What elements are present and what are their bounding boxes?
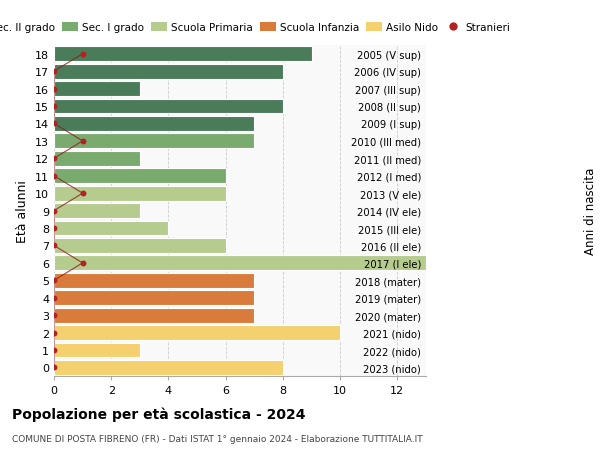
Bar	[54, 82, 140, 97]
Y-axis label: Età alunni: Età alunni	[16, 180, 29, 242]
Bar	[54, 204, 140, 218]
Point	[49, 86, 59, 93]
Point	[49, 121, 59, 128]
Text: COMUNE DI POSTA FIBRENO (FR) - Dati ISTAT 1° gennaio 2024 - Elaborazione TUTTITA: COMUNE DI POSTA FIBRENO (FR) - Dati ISTA…	[12, 434, 422, 443]
Point	[49, 242, 59, 250]
Bar	[54, 256, 426, 271]
Text: Popolazione per età scolastica - 2024: Popolazione per età scolastica - 2024	[12, 406, 305, 421]
Point	[49, 312, 59, 319]
Bar	[54, 134, 254, 149]
Bar	[54, 239, 226, 253]
Point	[49, 294, 59, 302]
Bar	[54, 221, 169, 236]
Bar	[54, 186, 226, 201]
Bar	[54, 343, 140, 358]
Point	[49, 277, 59, 285]
Point	[49, 225, 59, 232]
Bar	[54, 47, 311, 62]
Point	[49, 347, 59, 354]
Point	[78, 51, 88, 58]
Bar	[54, 169, 226, 184]
Bar	[54, 360, 283, 375]
Bar	[54, 100, 283, 114]
Point	[78, 190, 88, 197]
Point	[49, 364, 59, 371]
Bar	[54, 151, 140, 166]
Point	[49, 173, 59, 180]
Bar	[54, 325, 340, 340]
Point	[49, 207, 59, 215]
Bar	[54, 291, 254, 306]
Point	[49, 103, 59, 111]
Bar	[54, 273, 254, 288]
Legend: Sec. II grado, Sec. I grado, Scuola Primaria, Scuola Infanzia, Asilo Nido, Stran: Sec. II grado, Sec. I grado, Scuola Prim…	[0, 19, 514, 37]
Point	[49, 155, 59, 162]
Bar	[54, 117, 254, 132]
Point	[49, 68, 59, 76]
Text: Anni di nascita: Anni di nascita	[584, 168, 598, 255]
Bar	[54, 308, 254, 323]
Point	[78, 138, 88, 145]
Point	[78, 260, 88, 267]
Bar	[54, 65, 283, 79]
Point	[49, 329, 59, 336]
